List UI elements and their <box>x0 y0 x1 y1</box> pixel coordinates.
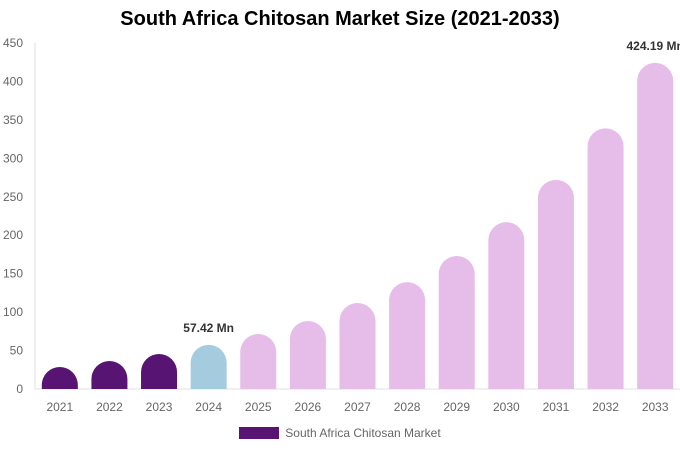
legend-swatch <box>239 427 280 439</box>
x-tick-label: 2021 <box>46 400 73 414</box>
y-tick-label: 300 <box>3 151 23 165</box>
y-tick-label: 100 <box>3 305 23 319</box>
x-tick-label: 2033 <box>642 400 669 414</box>
bar-2025 <box>240 334 277 389</box>
y-tick-label: 200 <box>3 228 23 242</box>
x-tick-label: 2029 <box>443 400 470 414</box>
x-tick-label: 2023 <box>146 400 173 414</box>
bar-2031 <box>537 179 574 389</box>
x-tick-label: 2026 <box>295 400 322 414</box>
bar-2033 <box>637 62 674 389</box>
x-tick-label: 2024 <box>195 400 222 414</box>
bar-2023 <box>141 354 178 389</box>
x-tick-label: 2028 <box>394 400 421 414</box>
y-tick-label: 150 <box>3 267 23 281</box>
legend[interactable]: South Africa Chitosan Market <box>0 426 680 440</box>
bar-2026 <box>289 321 326 389</box>
x-tick-label: 2032 <box>592 400 619 414</box>
y-tick-label: 0 <box>16 382 23 396</box>
y-tick-label: 250 <box>3 190 23 204</box>
x-tick-label: 2022 <box>96 400 123 414</box>
y-tick-label: 50 <box>10 344 24 358</box>
legend-label: South Africa Chitosan Market <box>285 426 441 440</box>
data-label: 57.42 Mn <box>183 321 234 335</box>
y-tick-label: 350 <box>3 113 23 127</box>
x-tick-label: 2027 <box>344 400 371 414</box>
x-tick-label: 2030 <box>493 400 520 414</box>
bar-2030 <box>488 222 525 389</box>
y-tick-label: 450 <box>3 36 23 50</box>
x-tick-label: 2025 <box>245 400 272 414</box>
bar-2029 <box>438 255 475 389</box>
bar-2027 <box>339 303 376 389</box>
bar-2024 <box>190 344 227 389</box>
bar-2022 <box>91 361 128 389</box>
chart-title: South Africa Chitosan Market Size (2021-… <box>120 8 560 30</box>
y-tick-label: 400 <box>3 74 23 88</box>
x-tick-label: 2031 <box>543 400 570 414</box>
bar-2032 <box>587 128 624 389</box>
data-label: 424.19 Mn <box>627 39 680 53</box>
bar-2028 <box>389 282 426 389</box>
bar-2021 <box>41 367 78 389</box>
